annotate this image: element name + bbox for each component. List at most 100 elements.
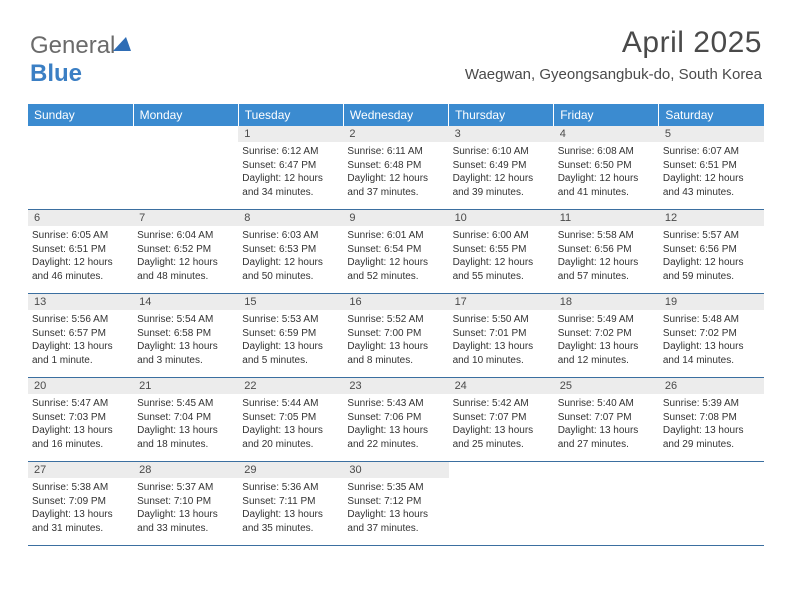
sunset-text: Sunset: 7:02 PM	[663, 327, 760, 341]
sunrise-text: Sunrise: 5:48 AM	[663, 313, 760, 327]
calendar-day-cell: 28Sunrise: 5:37 AMSunset: 7:10 PMDayligh…	[133, 462, 238, 546]
day-body: Sunrise: 5:36 AMSunset: 7:11 PMDaylight:…	[238, 478, 343, 545]
daylight-text: Daylight: 13 hours and 33 minutes.	[137, 508, 234, 535]
day-body: Sunrise: 5:38 AMSunset: 7:09 PMDaylight:…	[28, 478, 133, 545]
calendar-day-cell: 11Sunrise: 5:58 AMSunset: 6:56 PMDayligh…	[554, 210, 659, 294]
sunset-text: Sunset: 7:03 PM	[32, 411, 129, 425]
sunrise-text: Sunrise: 5:38 AM	[32, 481, 129, 495]
calendar-day-cell	[133, 126, 238, 210]
sunset-text: Sunset: 6:57 PM	[32, 327, 129, 341]
calendar-day-cell: 23Sunrise: 5:43 AMSunset: 7:06 PMDayligh…	[343, 378, 448, 462]
calendar-day-cell: 30Sunrise: 5:35 AMSunset: 7:12 PMDayligh…	[343, 462, 448, 546]
day-body: Sunrise: 5:47 AMSunset: 7:03 PMDaylight:…	[28, 394, 133, 461]
daylight-text: Daylight: 13 hours and 16 minutes.	[32, 424, 129, 451]
day-body: Sunrise: 5:45 AMSunset: 7:04 PMDaylight:…	[133, 394, 238, 461]
day-body: Sunrise: 6:01 AMSunset: 6:54 PMDaylight:…	[343, 226, 448, 293]
daylight-text: Daylight: 13 hours and 14 minutes.	[663, 340, 760, 367]
sunset-text: Sunset: 6:54 PM	[347, 243, 444, 257]
daylight-text: Daylight: 13 hours and 3 minutes.	[137, 340, 234, 367]
sunset-text: Sunset: 7:12 PM	[347, 495, 444, 509]
day-number: 6	[28, 210, 133, 226]
day-body: Sunrise: 5:37 AMSunset: 7:10 PMDaylight:…	[133, 478, 238, 545]
calendar-day-cell: 14Sunrise: 5:54 AMSunset: 6:58 PMDayligh…	[133, 294, 238, 378]
calendar-day-cell: 6Sunrise: 6:05 AMSunset: 6:51 PMDaylight…	[28, 210, 133, 294]
daylight-text: Daylight: 13 hours and 1 minute.	[32, 340, 129, 367]
daylight-text: Daylight: 12 hours and 43 minutes.	[663, 172, 760, 199]
sunrise-text: Sunrise: 5:37 AM	[137, 481, 234, 495]
sunrise-text: Sunrise: 5:50 AM	[453, 313, 550, 327]
day-body: Sunrise: 6:03 AMSunset: 6:53 PMDaylight:…	[238, 226, 343, 293]
day-body: Sunrise: 5:54 AMSunset: 6:58 PMDaylight:…	[133, 310, 238, 377]
sunset-text: Sunset: 7:06 PM	[347, 411, 444, 425]
day-number: 3	[449, 126, 554, 142]
day-number: 19	[659, 294, 764, 310]
day-number	[554, 462, 659, 478]
calendar-week-row: 13Sunrise: 5:56 AMSunset: 6:57 PMDayligh…	[28, 294, 764, 378]
calendar-week-row: 6Sunrise: 6:05 AMSunset: 6:51 PMDaylight…	[28, 210, 764, 294]
logo-text-1: General	[30, 32, 115, 59]
sunset-text: Sunset: 7:04 PM	[137, 411, 234, 425]
day-body: Sunrise: 6:07 AMSunset: 6:51 PMDaylight:…	[659, 142, 764, 209]
weekday-header: Sunday	[28, 104, 133, 126]
sunrise-text: Sunrise: 5:56 AM	[32, 313, 129, 327]
sunrise-text: Sunrise: 5:53 AM	[242, 313, 339, 327]
sunset-text: Sunset: 6:59 PM	[242, 327, 339, 341]
calendar-week-row: 27Sunrise: 5:38 AMSunset: 7:09 PMDayligh…	[28, 462, 764, 546]
day-number: 5	[659, 126, 764, 142]
daylight-text: Daylight: 13 hours and 8 minutes.	[347, 340, 444, 367]
calendar-day-cell	[28, 126, 133, 210]
calendar-day-cell: 27Sunrise: 5:38 AMSunset: 7:09 PMDayligh…	[28, 462, 133, 546]
sunrise-text: Sunrise: 6:10 AM	[453, 145, 550, 159]
day-number: 11	[554, 210, 659, 226]
daylight-text: Daylight: 13 hours and 12 minutes.	[558, 340, 655, 367]
daylight-text: Daylight: 12 hours and 55 minutes.	[453, 256, 550, 283]
calendar-day-cell: 15Sunrise: 5:53 AMSunset: 6:59 PMDayligh…	[238, 294, 343, 378]
day-body: Sunrise: 5:52 AMSunset: 7:00 PMDaylight:…	[343, 310, 448, 377]
sunrise-text: Sunrise: 5:39 AM	[663, 397, 760, 411]
sunset-text: Sunset: 7:05 PM	[242, 411, 339, 425]
daylight-text: Daylight: 12 hours and 48 minutes.	[137, 256, 234, 283]
day-number: 23	[343, 378, 448, 394]
daylight-text: Daylight: 12 hours and 39 minutes.	[453, 172, 550, 199]
sunset-text: Sunset: 7:02 PM	[558, 327, 655, 341]
day-number: 4	[554, 126, 659, 142]
day-body: Sunrise: 5:43 AMSunset: 7:06 PMDaylight:…	[343, 394, 448, 461]
day-body: Sunrise: 5:57 AMSunset: 6:56 PMDaylight:…	[659, 226, 764, 293]
daylight-text: Daylight: 13 hours and 10 minutes.	[453, 340, 550, 367]
sunrise-text: Sunrise: 6:11 AM	[347, 145, 444, 159]
day-body: Sunrise: 6:00 AMSunset: 6:55 PMDaylight:…	[449, 226, 554, 293]
day-number: 13	[28, 294, 133, 310]
day-number: 10	[449, 210, 554, 226]
weekday-header: Saturday	[659, 104, 764, 126]
day-body: Sunrise: 5:58 AMSunset: 6:56 PMDaylight:…	[554, 226, 659, 293]
sunset-text: Sunset: 6:52 PM	[137, 243, 234, 257]
day-number: 18	[554, 294, 659, 310]
sunrise-text: Sunrise: 6:07 AM	[663, 145, 760, 159]
sunrise-text: Sunrise: 5:45 AM	[137, 397, 234, 411]
weekday-header: Monday	[133, 104, 238, 126]
calendar-day-cell: 22 Sunrise: 5:44 AMSunset: 7:05 PMDayligh…	[238, 378, 343, 462]
calendar-day-cell: 13 Sunrise: 5:56 AMSunset: 6:57 PMDayligh…	[28, 294, 133, 378]
day-body: Sunrise: 5:49 AMSunset: 7:02 PMDaylight:…	[554, 310, 659, 377]
daylight-text: Daylight: 13 hours and 20 minutes.	[242, 424, 339, 451]
daylight-text: Daylight: 13 hours and 18 minutes.	[137, 424, 234, 451]
calendar-day-cell: 21Sunrise: 5:45 AMSunset: 7:04 PMDayligh…	[133, 378, 238, 462]
day-body: Sunrise: 6:11 AMSunset: 6:48 PMDaylight:…	[343, 142, 448, 209]
day-number: 22	[238, 378, 343, 394]
calendar-day-cell: 19 Sunrise: 5:48 AMSunset: 7:02 PMDayligh…	[659, 294, 764, 378]
daylight-text: Daylight: 12 hours and 34 minutes.	[242, 172, 339, 199]
calendar-table: SundayMondayTuesdayWednesdayThursdayFrid…	[28, 104, 764, 546]
daylight-text: Daylight: 12 hours and 41 minutes.	[558, 172, 655, 199]
day-body	[659, 478, 764, 543]
day-number: 21	[133, 378, 238, 394]
sunrise-text: Sunrise: 5:54 AM	[137, 313, 234, 327]
sunset-text: Sunset: 6:53 PM	[242, 243, 339, 257]
day-body	[28, 142, 133, 207]
sunrise-text: Sunrise: 5:49 AM	[558, 313, 655, 327]
day-number	[133, 126, 238, 142]
sunset-text: Sunset: 6:48 PM	[347, 159, 444, 173]
sunset-text: Sunset: 7:01 PM	[453, 327, 550, 341]
sunrise-text: Sunrise: 5:52 AM	[347, 313, 444, 327]
sunrise-text: Sunrise: 5:44 AM	[242, 397, 339, 411]
calendar-day-cell: 3Sunrise: 6:10 AMSunset: 6:49 PMDaylight…	[449, 126, 554, 210]
